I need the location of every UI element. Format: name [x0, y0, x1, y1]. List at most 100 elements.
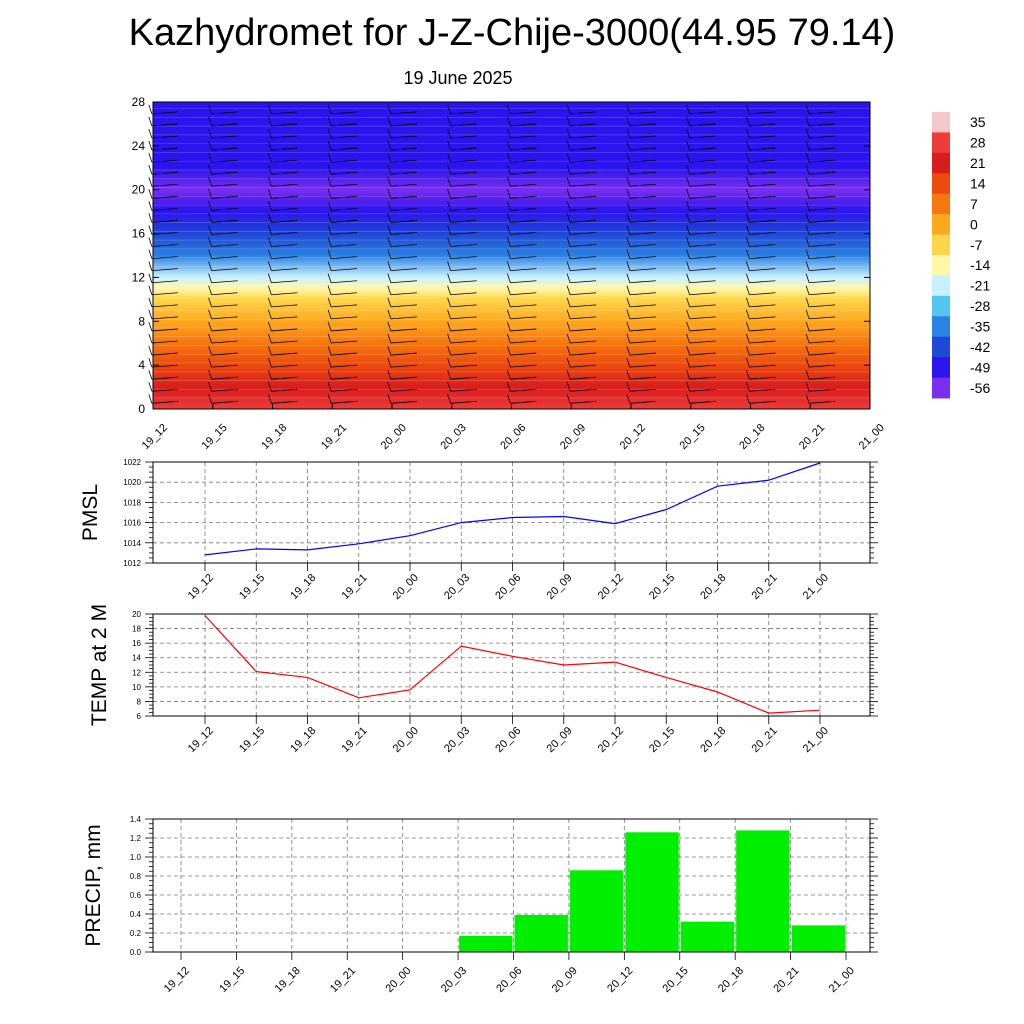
- y-tick-label: 6: [137, 712, 142, 721]
- wind-barb: [211, 340, 238, 344]
- x-tick-label: 20_21: [750, 725, 780, 755]
- wind-barb: [271, 220, 298, 223]
- wind-barb-flag: [506, 165, 511, 175]
- wind-barb-flag: [148, 285, 153, 295]
- wind-barb-flag: [805, 297, 810, 307]
- wind-barb: [450, 328, 477, 332]
- wind-barb-flag: [447, 382, 452, 392]
- wind-barb-flag: [686, 358, 691, 368]
- wind-barb-flag: [208, 273, 213, 283]
- wind-barb-flag: [148, 394, 153, 404]
- wind-barb: [809, 232, 836, 235]
- x-tick-label: 20_12: [605, 965, 635, 995]
- wind-barb-flag: [745, 394, 750, 404]
- wind-barb-flag: [506, 104, 511, 114]
- wind-barb: [689, 376, 716, 380]
- wind-barb: [629, 292, 656, 296]
- wind-barb-flag: [447, 213, 452, 223]
- wind-barb-flag: [447, 152, 452, 163]
- wind-barb: [629, 123, 656, 127]
- wind-barb: [271, 195, 298, 199]
- wind-barb: [390, 316, 417, 320]
- wind-barb: [570, 159, 597, 163]
- wind-barb-flag: [566, 309, 571, 320]
- wind-barb-flag: [447, 309, 452, 320]
- wind-barb-flag: [267, 345, 272, 356]
- wind-barb-flag: [267, 333, 272, 344]
- wind-barb: [809, 352, 836, 356]
- wind-barb: [809, 244, 836, 247]
- y-tick-label: 0.4: [130, 910, 142, 919]
- wind-barb: [211, 123, 238, 127]
- wind-barb: [749, 376, 776, 380]
- wind-barb: [510, 220, 537, 223]
- wind-barb-flag: [566, 333, 571, 344]
- wind-barb: [570, 352, 597, 356]
- wind-barb: [510, 280, 537, 284]
- x-tick-label: 21_00: [801, 725, 831, 755]
- wind-barb-flag: [208, 333, 213, 344]
- wind-barb: [749, 292, 776, 296]
- wind-barb: [450, 244, 477, 247]
- wind-barb-flag: [327, 152, 332, 163]
- wind-barb: [450, 220, 477, 223]
- x-tick-label: 20_18: [698, 572, 728, 602]
- wind-barb-flag: [566, 370, 571, 380]
- wind-barb: [689, 147, 716, 151]
- wind-barb: [390, 147, 417, 151]
- x-tick-label: 20_00: [383, 965, 413, 995]
- wind-barb: [570, 123, 597, 127]
- wind-barb: [809, 123, 836, 127]
- x-tick-label: 19_15: [237, 725, 267, 755]
- x-tick-label: 19_15: [217, 965, 247, 995]
- wind-barb-flag: [387, 321, 392, 332]
- wind-barb: [331, 388, 358, 392]
- colorbar-swatch: [932, 152, 950, 174]
- wind-barb: [390, 340, 417, 344]
- wind-barb: [809, 280, 836, 284]
- wind-barb: [570, 195, 597, 199]
- y-tick-label: 12: [132, 270, 146, 284]
- wind-barb-flag: [327, 249, 332, 259]
- wind-barb: [510, 171, 537, 175]
- wind-barb: [151, 147, 178, 151]
- wind-barb-flag: [805, 273, 810, 283]
- wind-barb: [749, 328, 776, 332]
- x-tick-label: 20_06: [493, 725, 523, 755]
- y-tick-label: 1022: [123, 458, 141, 467]
- wind-barb-flag: [148, 237, 153, 247]
- y-tick-label: 1014: [123, 539, 141, 548]
- wind-barb-flag: [387, 116, 392, 127]
- wind-barb-flag: [745, 382, 750, 392]
- wind-barb-flag: [447, 358, 452, 368]
- chart-subtitle: 19 June 2025: [403, 68, 513, 88]
- wind-barb: [749, 244, 776, 247]
- wind-barb-flag: [626, 225, 631, 235]
- y-tick-label: 1016: [123, 519, 141, 528]
- colorbar-swatch: [932, 295, 950, 317]
- wind-barb: [629, 316, 656, 320]
- wind-barb: [689, 195, 716, 199]
- wind-barb: [390, 400, 417, 404]
- wind-barb: [809, 159, 836, 163]
- plot-frame: [152, 613, 871, 717]
- wind-barb-flag: [686, 394, 691, 404]
- wind-barb-flag: [506, 249, 511, 259]
- wind-barb-flag: [267, 273, 272, 283]
- wind-barb-flag: [267, 358, 272, 368]
- x-tick-label: 20_06: [494, 965, 524, 995]
- wind-barb: [331, 400, 358, 404]
- wind-barb: [151, 123, 178, 127]
- temperature-field: [153, 102, 870, 409]
- wind-barb-flag: [805, 261, 810, 271]
- wind-barb-flag: [327, 201, 332, 211]
- wind-barb: [211, 316, 238, 320]
- wind-barb: [331, 340, 358, 344]
- wind-barb-flag: [745, 370, 750, 380]
- wind-barb: [629, 352, 656, 356]
- wind-barb: [809, 207, 836, 211]
- wind-barb-flag: [208, 201, 213, 211]
- wind-barb: [749, 207, 776, 211]
- wind-barb-flag: [566, 140, 571, 151]
- wind-barb-flag: [447, 237, 452, 247]
